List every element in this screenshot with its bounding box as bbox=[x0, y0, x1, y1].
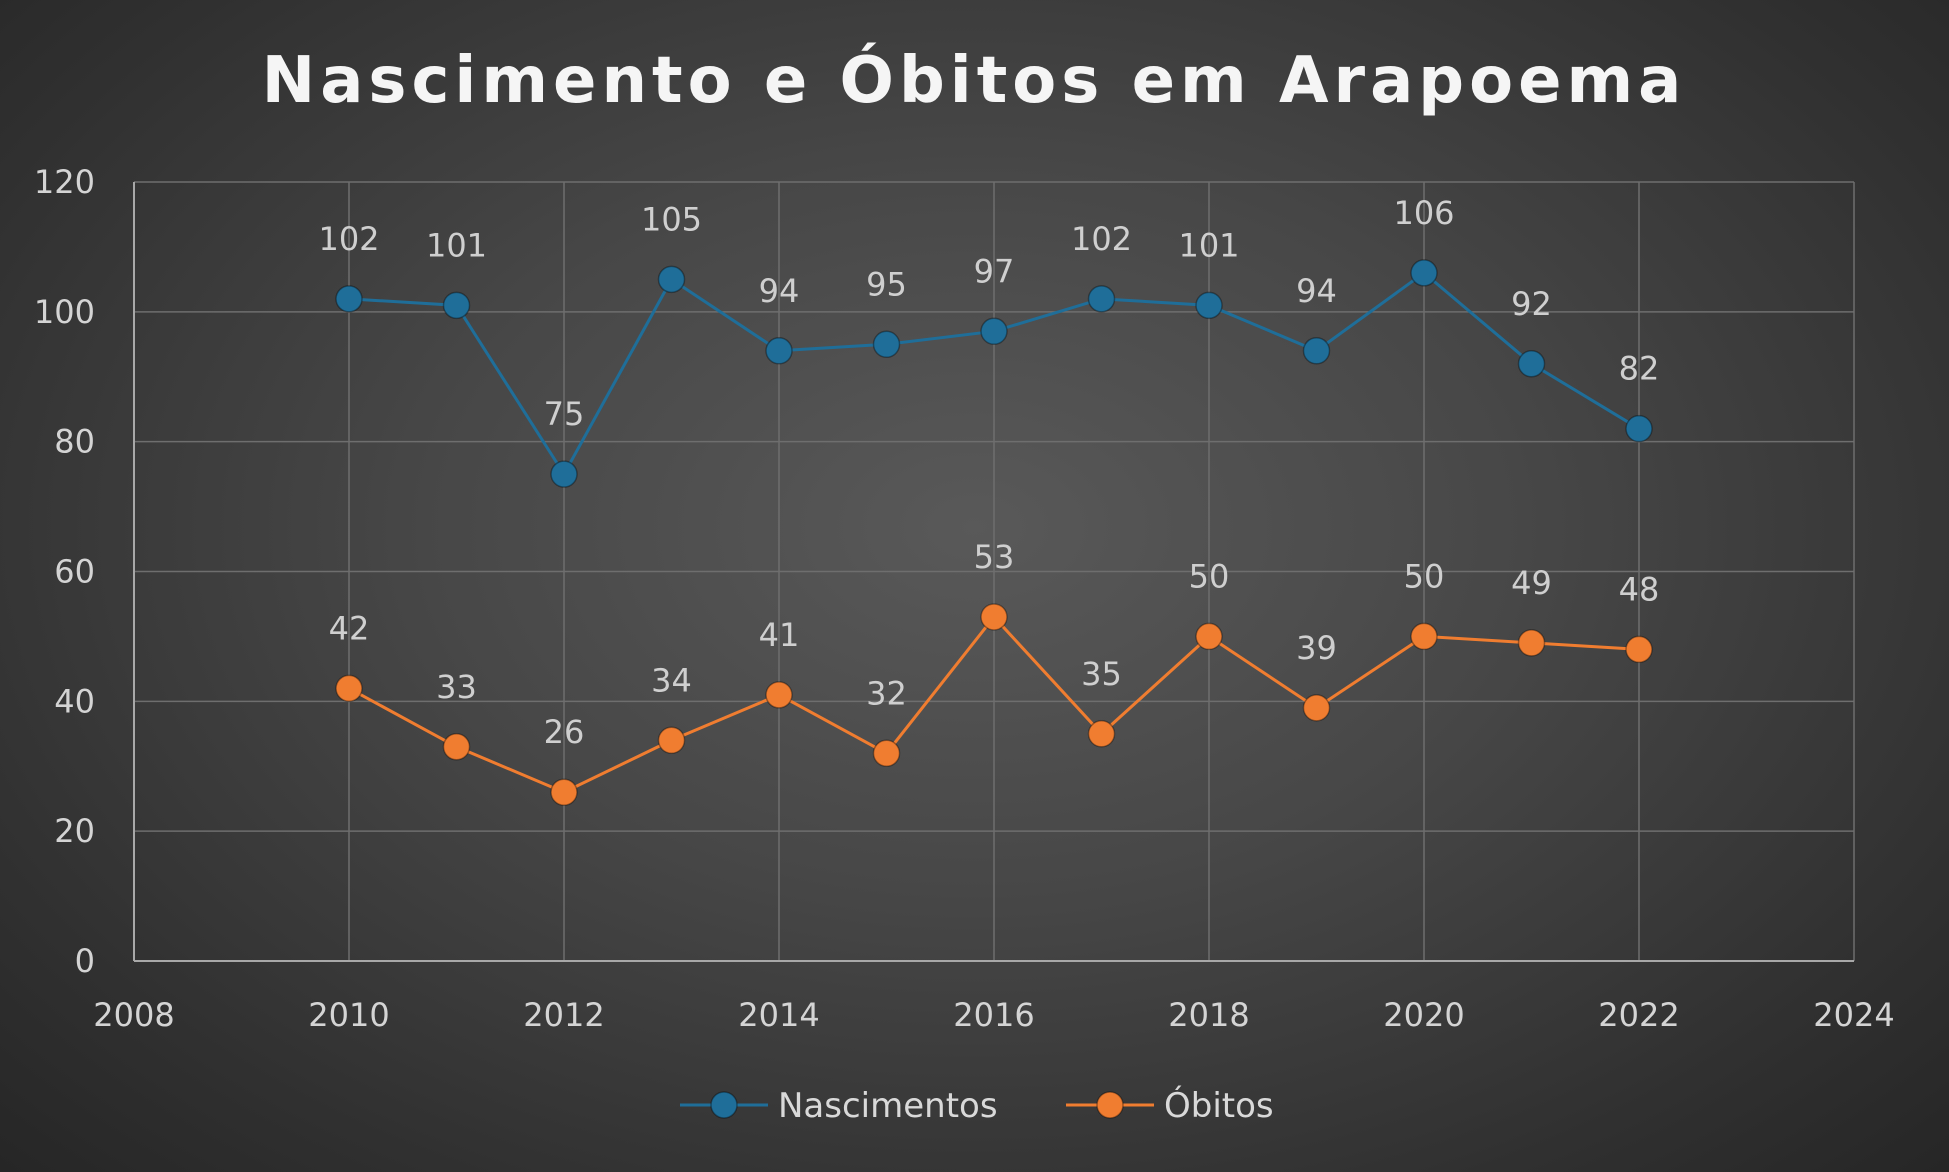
point-nascimentos-2011 bbox=[442, 291, 471, 320]
point-obitos-2022 bbox=[1625, 635, 1653, 664]
data-label-nascimentos-2017: 102 bbox=[1071, 220, 1132, 258]
axes bbox=[133, 182, 1854, 962]
x-tick-label-2024: 2024 bbox=[1813, 996, 1894, 1034]
y-tick-label-40: 40 bbox=[54, 682, 95, 720]
tick-labels: 0 20 40 60 80 100 120 2008 2010 2012 2014 2016 2018 2… bbox=[34, 163, 1895, 1034]
data-label-nascimentos-2018: 101 bbox=[1178, 226, 1239, 264]
point-nascimentos-2012 bbox=[550, 460, 578, 488]
data-label-obitos-2022: 48 bbox=[1619, 570, 1660, 608]
x-tick-label-2014: 2014 bbox=[738, 996, 819, 1034]
data-label-obitos-2014: 41 bbox=[759, 616, 800, 654]
data-label-obitos-2012: 26 bbox=[544, 713, 585, 751]
data-label-nascimentos-2016: 97 bbox=[974, 252, 1015, 290]
data-label-nascimentos-2015: 95 bbox=[866, 265, 907, 303]
x-tick-label-2016: 2016 bbox=[953, 996, 1034, 1034]
y-tick-label-60: 60 bbox=[54, 553, 95, 591]
data-label-obitos-2017: 35 bbox=[1081, 655, 1122, 693]
data-label-obitos-2019: 39 bbox=[1296, 629, 1337, 667]
data-label-obitos-2010: 42 bbox=[329, 609, 370, 647]
point-nascimentos-2019 bbox=[1302, 337, 1331, 365]
legend-marker-nascimentos bbox=[710, 1091, 738, 1119]
point-nascimentos-2021 bbox=[1517, 350, 1546, 378]
point-obitos-2010 bbox=[335, 674, 363, 703]
point-nascimentos-2016 bbox=[980, 317, 1008, 346]
data-label-nascimentos-2011: 101 bbox=[426, 226, 487, 264]
point-obitos-2011 bbox=[442, 733, 471, 761]
data-label-nascimentos-2014: 94 bbox=[759, 272, 800, 310]
data-label-obitos-2011: 33 bbox=[436, 668, 477, 706]
point-obitos-2021 bbox=[1517, 629, 1546, 657]
point-obitos-2012 bbox=[550, 778, 578, 806]
data-labels: 102 101 75 105 94 95 97 102 101 94 106 92 82 42 33 26 34… bbox=[318, 194, 1659, 751]
x-tick-label-2010: 2010 bbox=[308, 996, 389, 1034]
x-tick-label-2012: 2012 bbox=[523, 996, 604, 1034]
point-nascimentos-2014 bbox=[765, 337, 793, 365]
legend: Nascimentos Óbitos bbox=[680, 1085, 1274, 1126]
data-label-nascimentos-2012: 75 bbox=[544, 395, 585, 433]
y-tick-label-120: 120 bbox=[34, 163, 95, 201]
data-label-obitos-2015: 32 bbox=[866, 674, 907, 712]
data-label-nascimentos-2010: 102 bbox=[318, 220, 379, 258]
data-label-obitos-2018: 50 bbox=[1189, 557, 1230, 595]
series bbox=[335, 259, 1653, 806]
point-obitos-2014 bbox=[765, 681, 793, 709]
data-label-obitos-2020: 50 bbox=[1404, 557, 1445, 595]
x-tick-label-2022: 2022 bbox=[1598, 996, 1679, 1034]
x-tick-label-2008: 2008 bbox=[93, 996, 174, 1034]
data-label-nascimentos-2019: 94 bbox=[1296, 272, 1337, 310]
point-obitos-2017 bbox=[1087, 720, 1116, 748]
point-nascimentos-2017 bbox=[1087, 285, 1116, 313]
y-tick-label-80: 80 bbox=[54, 423, 95, 461]
point-obitos-2018 bbox=[1195, 622, 1223, 651]
data-label-obitos-2013: 34 bbox=[651, 661, 692, 699]
legend-label-nascimentos: Nascimentos bbox=[778, 1086, 998, 1126]
point-obitos-2016 bbox=[980, 603, 1008, 631]
point-nascimentos-2015 bbox=[872, 330, 901, 359]
point-obitos-2020 bbox=[1410, 622, 1438, 651]
data-label-obitos-2021: 49 bbox=[1511, 564, 1552, 602]
chart-title: Nascimento e Óbitos em Arapoema bbox=[262, 42, 1687, 118]
y-tick-label-0: 0 bbox=[75, 942, 95, 980]
point-nascimentos-2010 bbox=[335, 285, 363, 313]
data-label-nascimentos-2013: 105 bbox=[641, 200, 702, 238]
y-tick-label-20: 20 bbox=[54, 812, 95, 850]
point-obitos-2019 bbox=[1302, 694, 1331, 722]
x-tick-label-2020: 2020 bbox=[1383, 996, 1464, 1034]
data-label-obitos-2016: 53 bbox=[974, 538, 1015, 576]
point-nascimentos-2013 bbox=[657, 265, 686, 294]
point-nascimentos-2018 bbox=[1195, 291, 1223, 320]
data-label-nascimentos-2021: 92 bbox=[1511, 285, 1552, 323]
point-obitos-2013 bbox=[657, 726, 686, 755]
data-label-nascimentos-2022: 82 bbox=[1619, 350, 1660, 388]
legend-marker-obitos bbox=[1096, 1091, 1124, 1119]
point-nascimentos-2022 bbox=[1625, 414, 1653, 443]
x-tick-label-2018: 2018 bbox=[1168, 996, 1249, 1034]
point-obitos-2015 bbox=[872, 739, 901, 768]
legend-label-obitos: Óbitos bbox=[1164, 1085, 1274, 1126]
y-tick-label-100: 100 bbox=[34, 293, 95, 331]
point-nascimentos-2020 bbox=[1410, 259, 1438, 287]
data-label-nascimentos-2020: 106 bbox=[1393, 194, 1454, 232]
